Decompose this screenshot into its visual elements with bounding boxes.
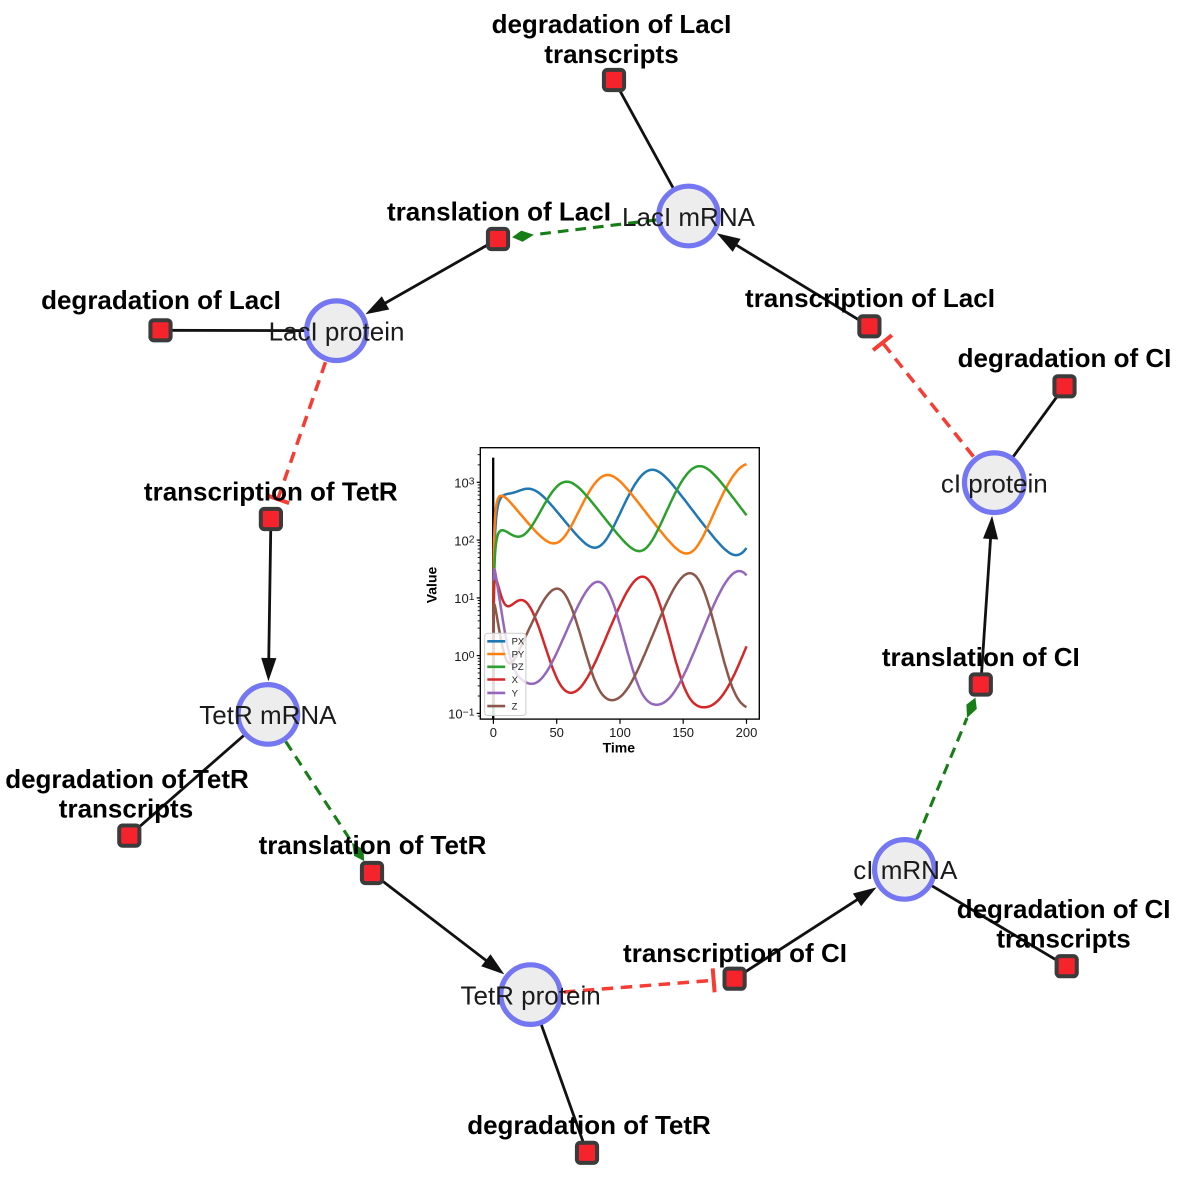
svg-text:200: 200 bbox=[736, 725, 758, 740]
svg-text:Y: Y bbox=[512, 688, 519, 699]
svg-text:translation of TetR: translation of TetR bbox=[259, 830, 487, 860]
svg-text:0: 0 bbox=[490, 725, 497, 740]
svg-text:103: 103 bbox=[454, 476, 474, 491]
svg-text:10−1: 10−1 bbox=[448, 707, 475, 722]
svg-text:50: 50 bbox=[549, 725, 563, 740]
svg-text:102: 102 bbox=[454, 533, 474, 548]
svg-text:100: 100 bbox=[454, 649, 474, 664]
svg-text:transcripts: transcripts bbox=[544, 39, 678, 69]
svg-text:X: X bbox=[512, 675, 519, 686]
svg-text:transcription of CI: transcription of CI bbox=[623, 938, 847, 968]
svg-text:PX: PX bbox=[512, 637, 525, 648]
svg-text:degradation of LacI: degradation of LacI bbox=[41, 285, 281, 315]
svg-text:100: 100 bbox=[609, 725, 631, 740]
svg-text:LacI mRNA: LacI mRNA bbox=[622, 202, 756, 232]
svg-text:PZ: PZ bbox=[512, 662, 524, 673]
svg-text:transcription of TetR: transcription of TetR bbox=[144, 476, 398, 506]
svg-text:cI mRNA: cI mRNA bbox=[853, 855, 958, 885]
svg-text:translation of CI: translation of CI bbox=[882, 642, 1080, 672]
svg-text:Value: Value bbox=[423, 567, 439, 604]
svg-text:PY: PY bbox=[512, 649, 525, 660]
svg-text:Time: Time bbox=[603, 739, 636, 755]
svg-text:degradation of TetR: degradation of TetR bbox=[5, 764, 249, 794]
svg-text:translation of LacI: translation of LacI bbox=[387, 196, 611, 226]
svg-text:101: 101 bbox=[454, 591, 474, 606]
svg-text:transcription of LacI: transcription of LacI bbox=[745, 283, 995, 313]
svg-text:150: 150 bbox=[672, 725, 694, 740]
svg-text:TetR mRNA: TetR mRNA bbox=[199, 700, 337, 730]
svg-text:TetR protein: TetR protein bbox=[461, 980, 601, 1010]
svg-text:Z: Z bbox=[512, 702, 518, 713]
svg-text:degradation of CI: degradation of CI bbox=[957, 894, 1171, 924]
svg-text:transcripts: transcripts bbox=[59, 793, 193, 823]
svg-text:LacI protein: LacI protein bbox=[269, 317, 405, 347]
svg-text:degradation of CI: degradation of CI bbox=[958, 343, 1172, 373]
svg-text:degradation of LacI: degradation of LacI bbox=[492, 9, 732, 39]
svg-text:degradation of TetR: degradation of TetR bbox=[467, 1110, 711, 1140]
svg-text:transcripts: transcripts bbox=[996, 924, 1130, 954]
svg-text:cI protein: cI protein bbox=[941, 469, 1048, 499]
